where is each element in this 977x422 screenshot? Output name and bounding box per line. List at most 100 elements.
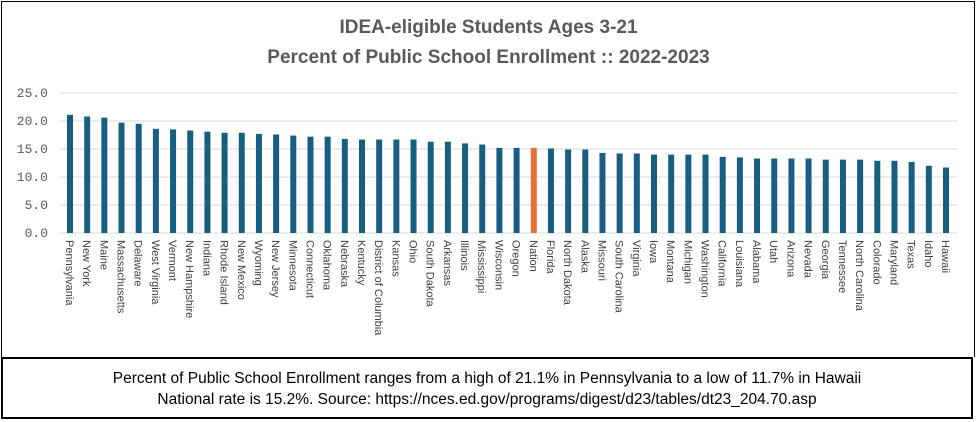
y-tick-label: 15.0	[17, 142, 48, 157]
bar-delaware	[135, 123, 142, 233]
x-tick-label: Florida	[543, 240, 556, 274]
x-tick-label: Indiana	[200, 240, 213, 277]
x-tick-label: South Dakota	[423, 240, 436, 307]
chart-title-line2: Percent of Public School Enrollment :: 2…	[267, 47, 710, 68]
bar-massachusetts	[118, 122, 125, 233]
bar-mississippi	[479, 144, 486, 233]
bar-minnesota	[290, 135, 297, 233]
x-tick-label: Georgia	[818, 240, 831, 280]
x-tick-label: New Mexico	[234, 240, 247, 300]
x-tick-label: Mississippi	[475, 240, 488, 294]
x-tick-label: West Virginia	[148, 240, 161, 305]
x-tick-label: Connecticut	[303, 240, 316, 299]
bar-arkansas	[444, 141, 451, 233]
bar-idaho	[925, 165, 932, 233]
bar-west-virginia	[152, 128, 159, 233]
x-tick-label: Tennessee	[835, 240, 848, 294]
bar-wisconsin	[496, 147, 503, 233]
x-tick-label: Utah	[767, 240, 780, 264]
bar-pennsylvania	[67, 114, 73, 233]
bar-tennessee	[839, 159, 846, 233]
x-tick-label: Illinois	[458, 240, 471, 271]
x-tick-label: Montana	[664, 240, 677, 283]
bar-georgia	[822, 159, 829, 233]
x-tick-label: Kansas	[389, 240, 402, 277]
x-tick-label: North Carolina	[853, 240, 866, 311]
bar-kansas	[393, 139, 400, 233]
x-tick-label: Idaho	[921, 240, 934, 268]
x-tick-label: Nation	[526, 240, 539, 272]
x-tick-label: Arizona	[784, 240, 797, 278]
x-tick-label: Alabama	[750, 240, 763, 284]
bar-south-dakota	[427, 141, 434, 233]
x-tick-label: California	[715, 240, 728, 287]
bar-district-of-columbia	[376, 139, 383, 233]
y-tick-label: 10.0	[17, 170, 48, 185]
bar-maine	[101, 117, 108, 233]
x-tick-label: Virginia	[629, 240, 642, 277]
bar-vermont	[170, 129, 177, 233]
bar-washington	[702, 154, 709, 233]
x-tick-label: Iowa	[647, 240, 659, 264]
bar-oklahoma	[324, 136, 331, 233]
x-tick-label: Missouri	[595, 240, 608, 281]
x-tick-label: South Carolina	[612, 240, 625, 313]
bar-indiana	[204, 131, 211, 233]
x-tick-label: Texas	[904, 240, 917, 269]
bar-michigan	[685, 154, 692, 233]
bar-montana	[668, 154, 675, 233]
x-tick-label: Rhode Island	[217, 240, 230, 305]
x-tick-label: Oregon	[509, 240, 522, 277]
bar-wyoming	[255, 133, 262, 233]
y-tick-label: 25.0	[17, 86, 48, 101]
x-tick-label: Wisconsin	[492, 240, 505, 291]
bar-oregon	[513, 147, 520, 233]
y-tick-label: 0.0	[25, 226, 48, 241]
bar-new-hampshire	[187, 130, 194, 233]
x-tick-label: Minnesota	[286, 240, 299, 291]
x-tick-label: Massachusetts	[114, 240, 127, 314]
plot-svg: 0.0 5.0 10.0 15.0 20.0 25.0	[17, 86, 958, 241]
x-tick-label: New Jersey	[269, 240, 282, 298]
x-tick-label: Wyoming	[251, 240, 264, 286]
bar-new-york	[84, 116, 91, 233]
bar-nevada	[805, 158, 812, 233]
x-tick-label: Hawaii	[939, 240, 951, 274]
x-tick-label: Ohio	[406, 240, 419, 264]
bar-north-carolina	[857, 159, 864, 233]
bar-alaska	[582, 149, 589, 233]
footer-line2: National rate is 15.2%. Source: https://…	[157, 391, 817, 408]
bar-connecticut	[307, 136, 314, 233]
x-tick-label: Alaska	[578, 240, 591, 274]
bar-new-jersey	[273, 134, 280, 233]
x-tick-label: Delaware	[131, 240, 144, 287]
bar-colorado	[874, 160, 881, 233]
x-tick-label: New York	[80, 240, 93, 287]
x-tick-label: Louisiana	[732, 240, 745, 288]
bar-maryland	[891, 160, 898, 233]
x-tick-label: Washington	[698, 240, 711, 298]
bar-ohio	[410, 139, 417, 233]
bar-nebraska	[341, 138, 348, 233]
x-tick-label: Michigan	[681, 240, 694, 285]
x-tick-label: Pennsylvania	[63, 240, 75, 306]
x-tick-label: Vermont	[166, 240, 179, 281]
bar-alabama	[754, 158, 761, 233]
bar-south-carolina	[616, 153, 623, 233]
x-tick-label: North Dakota	[561, 240, 574, 305]
x-tick-label: New Hampshire	[183, 240, 196, 319]
bar-california	[719, 156, 726, 233]
bar-rhode-island	[221, 132, 228, 233]
x-tick-label: Nebraska	[337, 240, 350, 288]
footer-note: Percent of Public School Enrollment rang…	[1, 357, 973, 419]
x-tick-label: District of Columbia	[372, 240, 385, 336]
chart-area	[1, 1, 975, 357]
bar-florida	[547, 148, 554, 233]
bar-kentucky	[359, 139, 365, 233]
y-tick-label: 20.0	[17, 114, 48, 129]
x-tick-label: Colorado	[870, 240, 883, 285]
x-tick-label: Arkansas	[440, 240, 453, 286]
x-tick-label: Nevada	[801, 240, 814, 278]
chart-title-line1: IDEA-eligible Students Ages 3-21	[339, 17, 638, 38]
bar-virginia	[633, 153, 640, 233]
